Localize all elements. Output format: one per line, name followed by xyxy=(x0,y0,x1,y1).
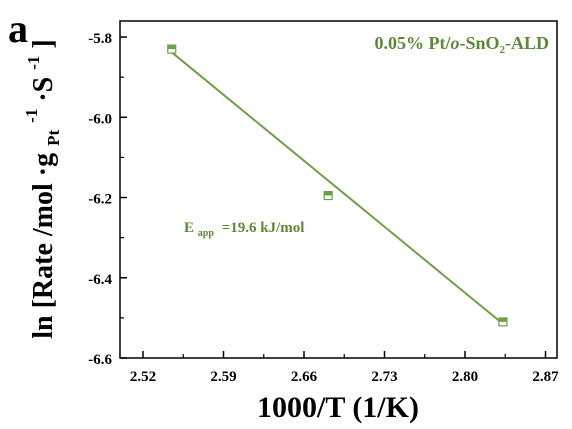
series-legend-label: 0.05% Pt/o-SnO2-ALD xyxy=(374,33,549,56)
x-tick-label: 2.59 xyxy=(210,369,236,385)
annotation-value: =19.6 kJ/mol xyxy=(222,220,305,236)
x-tick-label: 2.73 xyxy=(371,369,397,385)
data-point-fill xyxy=(167,45,176,50)
x-tick-label: 2.80 xyxy=(452,369,478,385)
x-tick-label: 2.87 xyxy=(532,369,559,385)
legend-part: 0.05% Pt/ xyxy=(374,33,451,53)
legend-subscript: 2 xyxy=(500,44,506,56)
annotation-subscript: app xyxy=(198,228,215,239)
data-point xyxy=(498,317,508,327)
y-tick-label: -6.4 xyxy=(88,272,112,288)
y-tick-label: -6.0 xyxy=(88,111,112,127)
legend-part: o xyxy=(450,33,459,53)
y-axis: -6.6 -6.4 -6.2 -6.0 -5.8 xyxy=(88,31,127,368)
data-point-fill xyxy=(324,191,333,196)
legend-part: -ALD xyxy=(505,33,549,53)
x-axis: 2.52 2.59 2.66 2.73 2.80 2.87 xyxy=(130,351,559,385)
x-axis-label: 1000/T (1/K) xyxy=(257,391,419,424)
data-point xyxy=(167,44,177,54)
x-tick-label: 2.52 xyxy=(130,369,156,385)
panel-label: a xyxy=(8,6,28,51)
annotation-base: E xyxy=(184,220,194,236)
activation-energy-annotation: E app =19.6 kJ/mol xyxy=(184,220,304,240)
y-tick-label: -6.6 xyxy=(88,352,112,368)
x-tick-label: 2.66 xyxy=(291,369,318,385)
data-point xyxy=(323,190,333,201)
data-points xyxy=(167,44,508,327)
legend-part: -SnO xyxy=(459,33,499,53)
linear-fit-line xyxy=(171,51,504,325)
plot-frame xyxy=(119,20,558,359)
y-tick-label: -6.2 xyxy=(88,192,112,208)
y-tick-label: -5.8 xyxy=(88,31,112,47)
y-axis-label: ln [Rate /mol ·g Pt -1 ·S -1 ] xyxy=(13,39,66,339)
data-point-fill xyxy=(498,317,507,322)
